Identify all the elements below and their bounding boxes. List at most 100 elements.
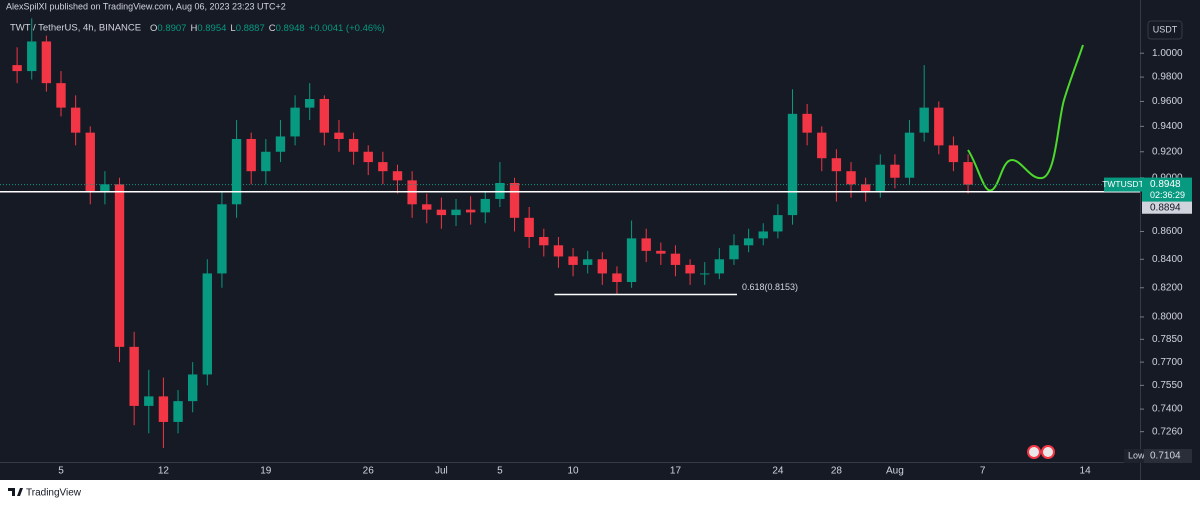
y-tick-label: 0.8000	[1152, 312, 1183, 323]
candle-body	[275, 136, 286, 152]
event-icon[interactable]	[1041, 445, 1055, 459]
y-tick-label: 0.9400	[1152, 121, 1183, 132]
candle-body	[758, 231, 768, 239]
ohlc-key: L	[230, 23, 235, 34]
candle-body	[173, 401, 183, 422]
ohlc-legend: O0.8907 H0.8954 L0.8887 C0.8948 +0.0041 (+0.…	[150, 23, 385, 34]
countdown: 02:36:29	[1150, 190, 1185, 200]
y-tick-label: 1.0000	[1152, 48, 1183, 59]
x-tick-label: Aug	[886, 466, 904, 477]
symbol-title: TWT / TetherUS, 4h, BINANCE	[10, 23, 141, 34]
publisher-line: AlexSpilXI published on TradingView.com,…	[6, 1, 286, 11]
brand-logo	[8, 488, 23, 496]
candle-body	[875, 164, 885, 191]
x-tick-label: 5	[58, 466, 64, 477]
x-tick-label: 14	[1080, 466, 1092, 477]
candle-body	[831, 158, 842, 172]
ohlc-key: C	[269, 23, 276, 34]
y-tick-label: 0.7700	[1152, 357, 1183, 368]
candle-body	[670, 253, 681, 265]
candle-body	[305, 99, 315, 108]
y-tick-label: 0.9200	[1152, 146, 1183, 157]
x-tick-label: 19	[260, 466, 272, 477]
candle-body	[451, 209, 461, 216]
x-tick-label: 7	[980, 466, 986, 477]
x-tick-label: 5	[497, 466, 503, 477]
candle-body	[773, 215, 783, 232]
candle-body	[158, 396, 169, 422]
x-tick-label: 10	[567, 466, 579, 477]
chart-background	[0, 0, 1200, 480]
price-tag-box	[1142, 177, 1192, 202]
low-box	[1124, 449, 1144, 463]
y-tick-label: 0.7400	[1152, 404, 1183, 415]
candle-body	[41, 41, 52, 84]
ohlc-value: 0.8954	[197, 23, 226, 34]
candle-body	[100, 184, 110, 191]
y-tick-label: 0.9800	[1152, 72, 1183, 83]
x-tick-label: 28	[831, 466, 843, 477]
candle-body	[743, 238, 754, 246]
ohlc-key: O	[150, 23, 157, 34]
ohlc-value: 0.8887	[236, 23, 265, 34]
y-tick-label: 0.9600	[1152, 96, 1183, 107]
candle-body	[422, 204, 432, 210]
candle-body	[948, 145, 959, 163]
candle-body	[860, 184, 871, 191]
ohlc-key: H	[190, 23, 197, 34]
y-tick-label: 0.8600	[1152, 226, 1183, 237]
candle-body	[919, 107, 929, 133]
candle-body	[553, 245, 564, 257]
currency: USDT	[1153, 24, 1178, 34]
brand-name: TradingView	[26, 488, 82, 499]
symbol-tag-box	[1104, 177, 1142, 192]
candle-body	[700, 273, 710, 275]
candle-body	[56, 83, 66, 108]
y-tick-label: 0.8200	[1152, 282, 1183, 293]
candle-body	[524, 217, 534, 237]
low-value-box	[1144, 449, 1192, 463]
candle-body	[597, 259, 607, 274]
ohlc-value: 0.8948	[276, 23, 305, 34]
y-tick-label: 0.7260	[1152, 426, 1183, 437]
projection-drawing	[967, 44, 1084, 192]
candle-body	[319, 99, 330, 133]
change: +0.0041 (+0.46%)	[309, 23, 385, 34]
candle-body	[568, 256, 578, 265]
x-tick-label: 24	[772, 466, 784, 477]
x-tick-label: 26	[363, 466, 375, 477]
candle-body	[495, 183, 505, 199]
candle-body	[436, 209, 447, 216]
candle-body	[27, 41, 37, 72]
currency-box	[1147, 20, 1183, 40]
candle-body	[246, 138, 256, 172]
x-tick-label: 17	[670, 466, 682, 477]
candle-body	[114, 184, 125, 347]
candle-body	[641, 238, 651, 251]
candle-body	[12, 65, 22, 72]
candle-body	[70, 107, 81, 133]
candle-body	[363, 151, 373, 163]
footer-background	[0, 480, 1200, 505]
x-tick-label: 12	[158, 466, 170, 477]
candle-body	[392, 171, 403, 181]
candle-body	[261, 151, 271, 172]
candle-body	[934, 107, 944, 146]
candle-body	[846, 171, 856, 185]
candle-body	[290, 107, 300, 137]
candle-body	[202, 273, 212, 375]
candle-body	[480, 198, 490, 213]
candle-body	[904, 132, 915, 178]
candle-body	[787, 113, 798, 216]
price-tag: 0.8948	[1150, 179, 1181, 190]
candle-body	[685, 264, 695, 274]
candle-body	[963, 162, 973, 185]
candle-body	[583, 259, 593, 265]
candle-body	[144, 396, 154, 406]
candle-body	[231, 138, 242, 205]
candle-body	[217, 204, 227, 274]
event-icon[interactable]	[1027, 445, 1041, 459]
candle-body	[817, 132, 827, 159]
